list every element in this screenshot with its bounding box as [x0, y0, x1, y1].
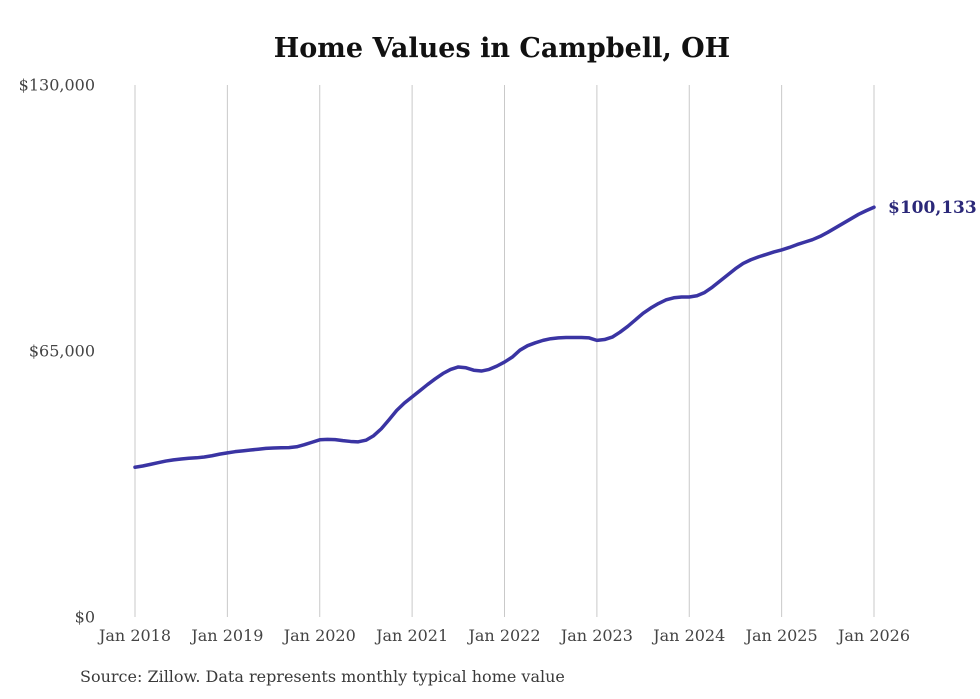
x-tick-label: Jan 2023 — [559, 626, 633, 645]
x-tick-label: Jan 2020 — [282, 626, 356, 645]
x-tick-label: Jan 2024 — [651, 626, 725, 645]
gridline-group — [134, 85, 875, 617]
y-tick-label-0: $0 — [75, 608, 95, 627]
chart-title: Home Values in Campbell, OH — [274, 33, 730, 64]
y-tick-label-65000: $65,000 — [29, 342, 95, 361]
x-axis-tick-labels: Jan 2018 Jan 2019 Jan 2020 Jan 2021 Jan 2022… — [97, 626, 910, 645]
y-axis-tick-labels: $0 $65,000 $130,000 — [19, 76, 95, 627]
x-tick-label: Jan 2026 — [836, 626, 910, 645]
x-tick-label: Jan 2019 — [189, 626, 263, 645]
x-tick-label: Jan 2022 — [466, 626, 540, 645]
x-tick-label: Jan 2018 — [97, 626, 171, 645]
y-tick-label-130000: $130,000 — [19, 76, 95, 95]
x-tick-label: Jan 2025 — [744, 626, 818, 645]
source-note: Source: Zillow. Data represents monthly … — [80, 667, 565, 686]
home-value-series-line — [133, 205, 876, 469]
x-tick-label: Jan 2021 — [374, 626, 448, 645]
end-value-label: $100,133 — [888, 198, 977, 218]
